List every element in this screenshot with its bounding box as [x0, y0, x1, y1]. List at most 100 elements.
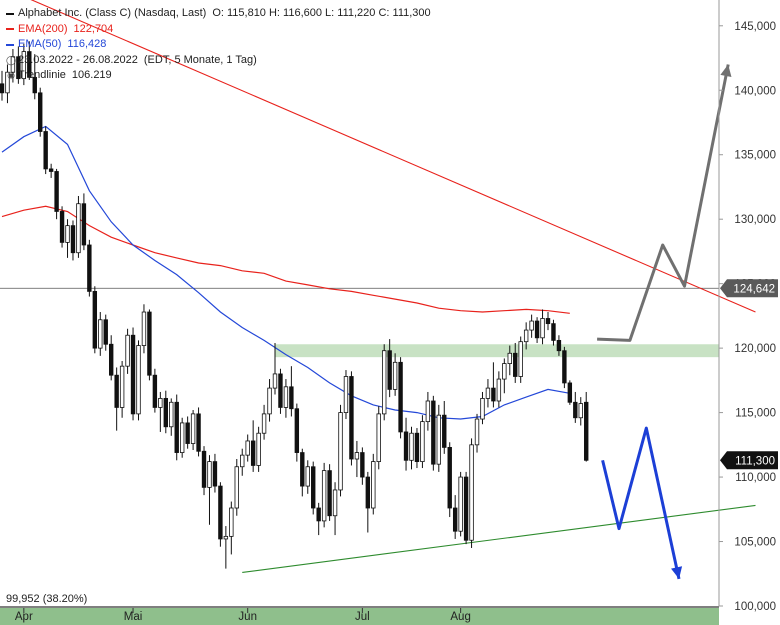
scenario-arrows-layer: [597, 64, 732, 580]
candle-body: [316, 507, 321, 522]
candle-body: [125, 334, 130, 367]
candle-body: [491, 387, 496, 402]
ema200-line: [1, 205, 570, 314]
candle-body: [452, 507, 458, 532]
candle-body: [496, 378, 502, 402]
candle-body: [81, 203, 87, 246]
candle-body: [163, 398, 168, 428]
legend-ema50-value: 116,428: [67, 38, 107, 50]
candle-body: [349, 376, 354, 460]
candle-body: [256, 432, 261, 466]
candle-body: [240, 454, 245, 468]
time-tick-label: Mai: [124, 611, 143, 623]
candle-body: [425, 400, 431, 423]
candle-body: [562, 350, 567, 384]
resistance-price-tag-bg: [720, 279, 778, 298]
candles-layer: [0, 41, 589, 569]
candle-body: [381, 350, 387, 415]
price-tick-label: 120,000: [734, 343, 776, 355]
candle-body: [540, 318, 545, 339]
candle-body: [114, 374, 119, 408]
candle-body: [223, 535, 229, 540]
candle-body: [447, 447, 452, 509]
candle-body: [578, 403, 583, 419]
candle-body: [414, 432, 420, 462]
candle-body: [141, 311, 147, 346]
price-tick-label: 115,000: [735, 408, 776, 420]
candle-body: [130, 334, 136, 415]
candle-body: [398, 361, 403, 433]
candle-body: [32, 76, 37, 94]
candle-body: [218, 485, 223, 540]
resistance-price-tag-text: 124,642: [733, 283, 775, 295]
bearish-scenario-arrow-path: [601, 426, 681, 580]
legend-trend-label: Trendlinie: [18, 69, 66, 81]
resistance-trendline: [30, 0, 756, 313]
price-tick-label: 130,000: [734, 214, 776, 226]
price-tick-label: 135,000: [734, 150, 776, 162]
legend-range-info: (EDT, 5 Monate, 1 Tag): [143, 53, 257, 66]
candle-body: [158, 398, 163, 408]
legend-ema200-marker: [6, 28, 14, 31]
candle-body: [109, 343, 114, 376]
price-tick-label: 140,000: [734, 85, 776, 97]
candle-body: [529, 320, 534, 331]
candle-body: [27, 51, 32, 78]
candle-body: [360, 452, 365, 478]
candle-body: [234, 466, 239, 509]
candle-body: [70, 225, 76, 254]
candle-body: [458, 476, 463, 532]
candle-body: [103, 319, 108, 345]
candle-body: [376, 413, 381, 462]
candle-body: [0, 83, 5, 94]
candle-body: [485, 387, 491, 399]
ema-layer: [1, 125, 570, 420]
legend-ema200-label: EMA(200): [18, 22, 68, 35]
legend-range-row: ◯ 23.03.2022 - 26.08.2022 (EDT, 5 Monate…: [6, 53, 431, 69]
candle-body: [567, 382, 573, 403]
candle-body: [229, 507, 234, 537]
bullish-scenario-arrow-head: [720, 64, 732, 78]
candle-body: [545, 318, 551, 325]
candle-body: [289, 386, 294, 410]
support-trendline: [242, 504, 756, 574]
candle-body: [261, 413, 267, 434]
legend-ohlc: O: 115,810 H: 116,600 L: 111,220 C: 111,…: [212, 7, 431, 19]
candle-body: [403, 431, 409, 461]
candle-body: [502, 363, 507, 380]
candle-body: [523, 329, 529, 343]
candle-body: [190, 413, 196, 444]
candle-body: [311, 466, 316, 509]
candle-body: [338, 412, 343, 491]
legend-ema50-marker: [6, 43, 14, 46]
candle-body: [169, 401, 174, 428]
candle-body: [354, 452, 360, 460]
candle-body: [54, 171, 59, 212]
candle-body: [371, 461, 376, 509]
legend-trend-value: 106.219: [71, 69, 112, 81]
legend-instrument-marker: [6, 12, 14, 15]
candle-body: [48, 168, 54, 172]
candle-body: [300, 452, 305, 487]
last-price-tag-bg: [720, 451, 778, 470]
chart-legend: Alphabet Inc. (Class C) (Nasdaq, Last) O…: [6, 6, 431, 84]
candle-body: [294, 408, 300, 453]
clock-icon: ◯: [6, 54, 17, 65]
candle-body: [518, 341, 523, 377]
price-tick-label: 100,000: [734, 601, 776, 613]
legend-range: 23.03.2022 - 26.08.2022: [18, 53, 138, 66]
candle-body: [136, 345, 141, 415]
time-tick-label: Apr: [15, 611, 33, 623]
candle-body: [250, 440, 256, 466]
candle-body: [87, 244, 92, 292]
candle-body: [278, 373, 283, 408]
candle-body: [556, 339, 562, 352]
candle-body: [185, 422, 190, 444]
time-axis-band: [0, 608, 719, 625]
candle-body: [201, 450, 207, 488]
price-tick-label: 105,000: [734, 537, 776, 549]
candle-body: [321, 470, 327, 522]
candle-body: [573, 401, 578, 419]
candle-body: [272, 373, 278, 389]
candle-body: [387, 350, 392, 390]
